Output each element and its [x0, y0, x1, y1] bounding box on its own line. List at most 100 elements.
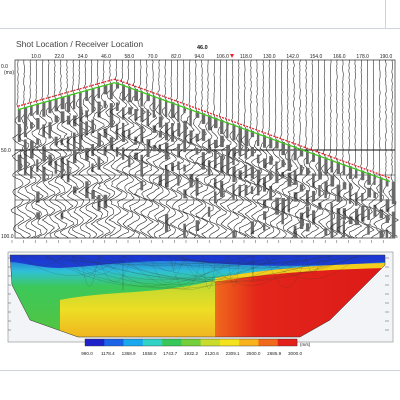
receiver-tick-label: 10.0	[31, 54, 41, 60]
seismic-trace	[41, 59, 56, 239]
trace-peak-fill	[115, 102, 119, 111]
seismic-trace	[164, 59, 178, 239]
trace-peak-fill	[312, 190, 316, 202]
trace-peak-fill	[391, 224, 396, 238]
trace-peak-fill	[263, 211, 267, 220]
trace-peak-fill	[195, 220, 200, 231]
trace-peak-fill	[263, 199, 267, 209]
trace-peak-fill	[66, 115, 71, 125]
trace-peak-fill	[220, 119, 224, 135]
ray-path	[19, 255, 370, 266]
seismic-trace	[237, 59, 253, 239]
trace-peak-fill	[36, 104, 39, 115]
trace-peak-fill	[287, 172, 292, 187]
trace-peak-fill	[140, 154, 143, 173]
trace-peak-fill	[244, 145, 248, 159]
trace-peak-fill	[201, 152, 205, 166]
trace-peak-fill	[269, 171, 272, 180]
trace-peak-fill	[48, 122, 52, 133]
trace-peak-fill	[109, 83, 113, 100]
trace-peak-fill	[177, 175, 180, 186]
trace-peak-fill	[201, 129, 206, 141]
trace-peak-fill	[355, 213, 359, 226]
trace-peak-fill	[17, 124, 21, 142]
trace-peak-fill	[312, 173, 315, 188]
trace-peak-fill	[207, 206, 211, 217]
receiver-tick-label: 190.0	[380, 54, 393, 60]
depth-axis-right-ticks	[385, 257, 389, 331]
trace-peak-fill	[201, 113, 206, 124]
trace-peak-fill	[342, 208, 346, 220]
ray-path	[181, 255, 229, 281]
trace-peak-fill	[220, 190, 224, 198]
trace-peak-fill	[220, 155, 224, 174]
trace-peak-fill	[103, 85, 108, 95]
trace-peak-fill	[122, 122, 125, 132]
trace-peak-fill	[312, 213, 316, 220]
seismic-trace	[329, 59, 344, 239]
trace-peak-fill	[250, 186, 254, 195]
trace-peak-fill	[269, 137, 273, 149]
trace-peak-fill	[36, 138, 40, 145]
trace-peak-fill	[146, 139, 151, 148]
seismic-trace	[10, 60, 25, 239]
trace-peak-fill	[379, 230, 384, 238]
trace-peak-fill	[66, 95, 71, 112]
trace-peak-fill	[275, 197, 279, 215]
trace-peak-fill	[275, 173, 279, 184]
trace-peak-fill	[152, 125, 157, 133]
ray-path	[19, 255, 64, 266]
trace-peak-fill	[385, 179, 389, 187]
trace-peak-fill	[275, 139, 279, 149]
receiver-tick-label: 70.0	[148, 54, 158, 60]
trace-peak-fill	[109, 137, 114, 151]
colorbar-tick-label: 1932.2	[184, 351, 198, 356]
trace-peak-fill	[367, 172, 371, 185]
time-tick-label: 100.0	[1, 234, 14, 240]
frame-bottom-divider	[0, 370, 400, 371]
receiver-tick-label: 34.0	[78, 54, 88, 60]
colorbar-segment	[239, 339, 259, 346]
ray-path	[165, 255, 333, 264]
trace-peak-fill	[244, 128, 249, 147]
trace-peak-fill	[109, 103, 113, 115]
seismic-trace	[299, 59, 311, 239]
trace-peak-fill	[115, 123, 119, 140]
trace-peak-fill	[128, 86, 132, 103]
seismic-trace	[360, 59, 375, 239]
ray-path	[77, 255, 359, 282]
trace-peak-fill	[177, 161, 180, 170]
trace-peak-fill	[318, 202, 322, 210]
trace-peak-fill	[348, 166, 353, 179]
trace-peak-fill	[85, 90, 89, 101]
trace-peak-fill	[23, 164, 27, 176]
trace-peak-fill	[391, 196, 396, 205]
ray-path	[97, 255, 359, 283]
trace-peak-fill	[213, 117, 218, 129]
trace-peak-fill	[379, 209, 384, 219]
trace-peak-fill	[226, 144, 231, 155]
seismic-trace	[158, 59, 172, 239]
trace-peak-fill	[85, 151, 88, 160]
receiver-tick-label: 166.0	[333, 54, 346, 60]
trace-peak-fill	[128, 107, 132, 115]
trace-peak-fill	[60, 138, 63, 146]
trace-peak-fill	[36, 191, 40, 203]
trace-peak-fill	[146, 109, 150, 127]
trace-peak-fill	[42, 146, 46, 162]
trace-peak-fill	[244, 164, 248, 178]
trace-peak-fill	[324, 228, 328, 236]
trace-peak-fill	[30, 166, 33, 179]
trace-peak-fill	[250, 166, 254, 179]
seismic-trace	[262, 59, 277, 239]
trace-peak-fill	[164, 169, 169, 188]
trace-peak-fill	[305, 167, 310, 175]
trace-peak-fill	[30, 122, 33, 129]
trace-peak-fill	[287, 197, 290, 212]
trace-peak-fill	[79, 134, 82, 151]
seismic-trace	[292, 59, 307, 239]
trace-peak-fill	[330, 159, 334, 173]
trace-peak-fill	[385, 229, 389, 238]
ray-path	[71, 255, 340, 280]
